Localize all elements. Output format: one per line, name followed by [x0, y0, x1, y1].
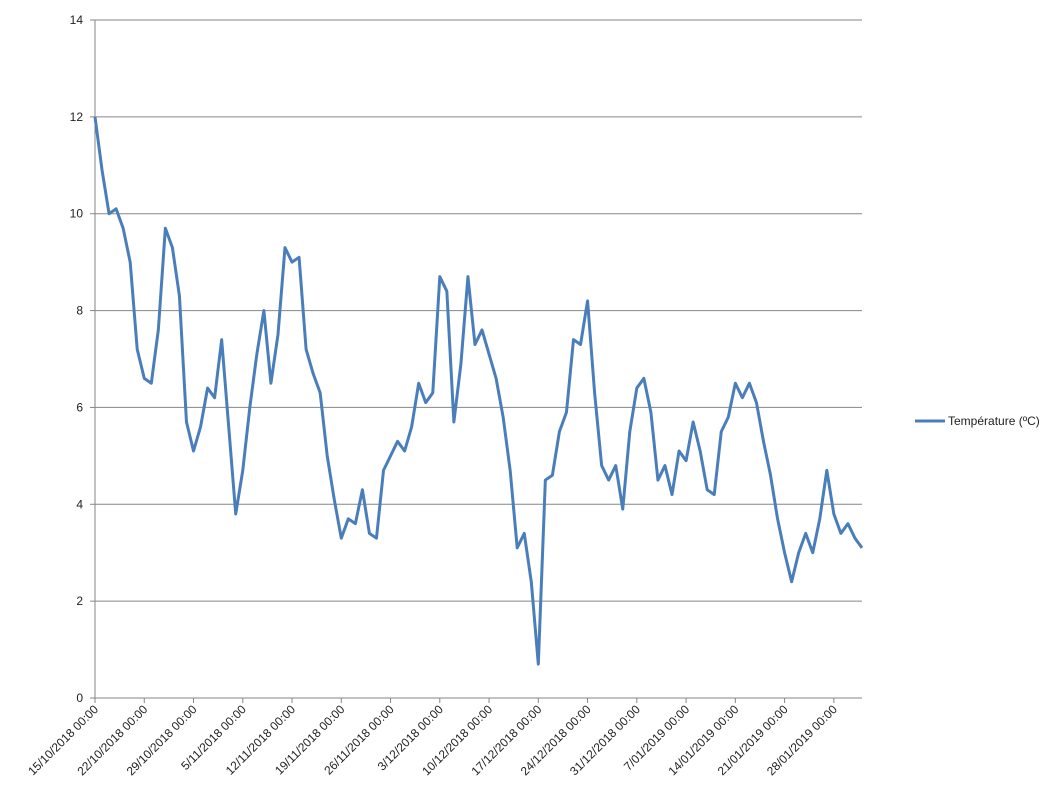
- series-line: [93, 116, 864, 666]
- y-tick-label: 10: [70, 207, 84, 221]
- y-tick-label: 6: [76, 400, 83, 414]
- y-tick-label: 2: [76, 594, 83, 608]
- y-tick-label: 4: [76, 497, 83, 511]
- y-tick-label: 0: [76, 691, 83, 705]
- y-tick-label: 8: [76, 304, 83, 318]
- y-tick-label: 12: [70, 110, 84, 124]
- y-tick-label: 14: [70, 13, 84, 27]
- legend-label: Température (ºC): [948, 414, 1040, 428]
